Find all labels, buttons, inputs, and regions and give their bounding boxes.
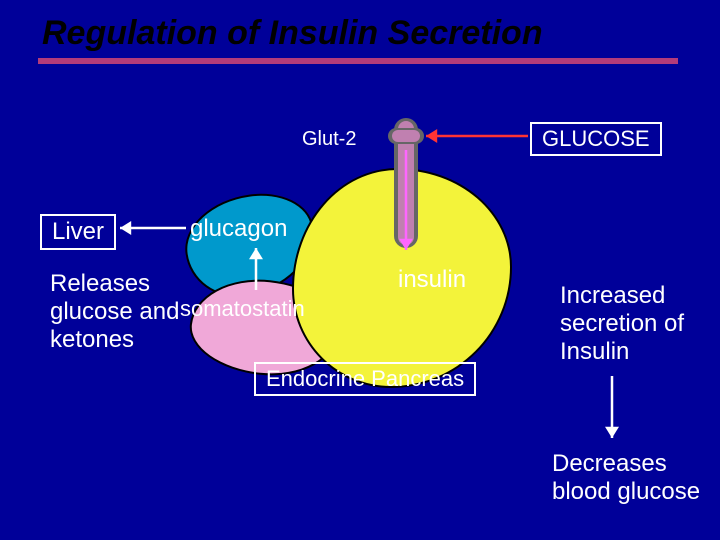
insulin-label: insulin [398, 266, 466, 294]
glucagon-label: glucagon [190, 215, 287, 243]
glucose-box: GLUCOSE [530, 122, 662, 156]
page-title: Regulation of Insulin Secretion [42, 14, 543, 53]
increased-text: Increased secretion of Insulin [560, 282, 710, 366]
title-underline [38, 58, 678, 64]
somatostatin-label: somatostatin [180, 296, 305, 322]
decreases-text: Decreases blood glucose [552, 450, 720, 506]
capillary-band-inner [392, 130, 420, 142]
releases-text: Releases glucose and ketones [50, 270, 180, 354]
liver-box: Liver [40, 214, 116, 250]
pancreas-box: Endocrine Pancreas [254, 362, 476, 396]
glut2-label: Glut-2 [302, 128, 356, 151]
